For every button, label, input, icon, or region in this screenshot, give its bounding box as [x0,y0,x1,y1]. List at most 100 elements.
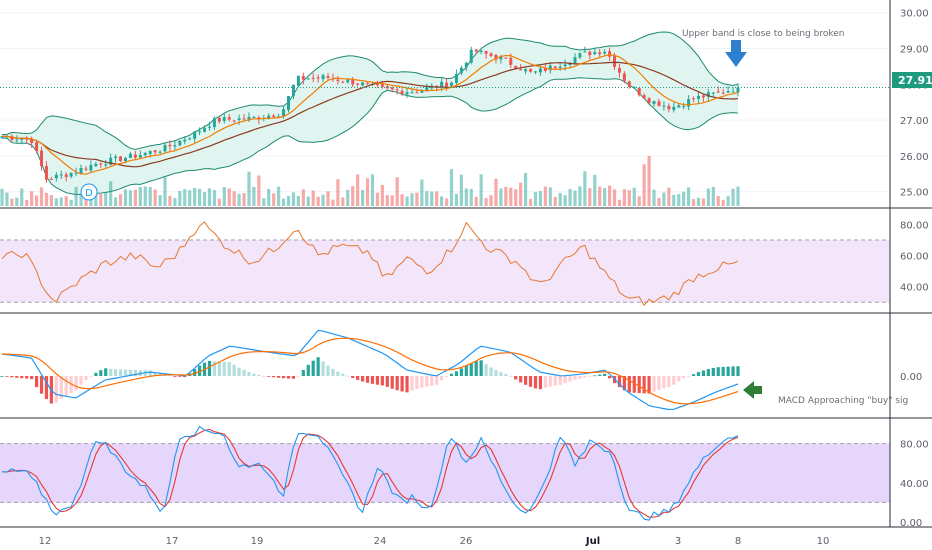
volume-bar [346,189,350,206]
x-axis[interactable]: 12 17 19 24 26 Jul 3 8 10 [39,536,830,547]
x-axis-label: 3 [675,536,681,547]
candle-body [0,136,4,139]
volume-bar [603,188,607,206]
macd-histogram-bar [128,369,133,376]
candle-body [469,49,473,63]
volume-bar [291,192,296,206]
macd-panel[interactable]: MACD Approaching "buy" sig [0,329,908,411]
volume-bar [59,197,63,206]
macd-histogram-bar [370,376,375,384]
macd-histogram-bar [435,376,439,385]
volume-bar [593,174,597,206]
volume-bar [212,190,217,206]
volume-bar [449,169,454,206]
candle-body [193,131,197,139]
candle-body [548,65,552,71]
macd-histogram-bar [509,375,513,377]
macd-histogram-bar [212,361,217,376]
candle-body [415,92,419,94]
candle-body [464,62,468,68]
candle-body [647,98,651,104]
macd-histogram-bar [311,360,315,376]
macd-histogram-bar [336,371,340,376]
candle-body [306,78,310,80]
volume-bar [731,188,735,206]
volume-bar [326,191,330,206]
macd-histogram-bar [553,376,557,386]
bollinger-upper-band [1,31,739,151]
x-axis-label: 12 [39,536,52,547]
volume-bar [5,192,9,206]
candle-body [351,79,355,85]
price-axis-label: 29.00 [900,45,929,56]
macd-histogram-bar [74,376,78,391]
volume-bar [726,196,730,206]
volume-bar [657,197,661,206]
volume-bar [716,195,720,206]
candle-body [222,117,226,121]
volume-bar [504,186,508,206]
macd-histogram-bar [395,376,399,391]
volume-bar [410,193,414,206]
macd-histogram-bar [721,366,725,376]
last-price-tag: 27.91 [892,72,932,88]
rsi-axis-label: 40.00 [900,283,929,294]
macd-histogram-bar [469,363,473,376]
candle-body [99,163,103,165]
candle-body [143,152,147,156]
rsi-axis-label: 60.00 [900,252,929,263]
candle-body [64,174,68,178]
macd-histogram-bar [123,369,128,376]
volume-bar [0,188,4,206]
volume-bar [114,197,118,206]
candle-body [212,118,216,128]
candle-body [484,50,488,54]
volume-bar [153,189,157,206]
candle-body [538,68,542,73]
macd-histogram-bar [716,367,720,376]
volume-bar [430,191,434,206]
candle-body [514,65,518,69]
volume-bar [662,192,666,206]
volume-bar [188,190,192,206]
down-arrow-icon [725,40,747,67]
candle-body [410,92,414,94]
volume-bar [296,196,300,206]
candle-body [316,77,320,79]
candle-body [637,88,641,96]
macd-histogram-bar [440,376,444,381]
macd-histogram-bar [593,375,597,377]
candle-body [30,138,34,144]
candle-body [84,168,88,170]
macd-histogram-bar [197,365,202,376]
d-marker[interactable]: D [80,183,98,201]
candle-body [627,81,631,87]
macd-histogram-bar [538,376,543,390]
macd-histogram-bar [193,369,197,376]
candle-body [128,153,132,158]
candle-body [114,156,118,159]
macd-histogram-bar [84,376,88,380]
macd-histogram-bar [588,376,592,377]
price-panel[interactable]: D Upper band is close to being broken [0,12,890,206]
volume-bar [168,195,172,206]
volume-bar [138,186,142,206]
volume-bar [474,196,478,206]
candle-body [94,163,98,167]
rsi-panel[interactable] [0,221,890,307]
macd-histogram-bar [632,376,636,393]
volume-bar [365,178,370,206]
candle-body [553,66,557,69]
candle-body [603,51,607,54]
candle-body [662,105,666,107]
macd-histogram-bar [380,376,384,386]
candle-body [291,84,295,97]
macd-histogram-bar [667,376,671,388]
stochastic-panel[interactable] [0,425,890,521]
volume-bar [588,188,592,206]
macd-histogram-bar [237,367,241,376]
candle-body [489,53,493,56]
volume-bar [696,197,701,206]
candle-body [405,92,409,95]
